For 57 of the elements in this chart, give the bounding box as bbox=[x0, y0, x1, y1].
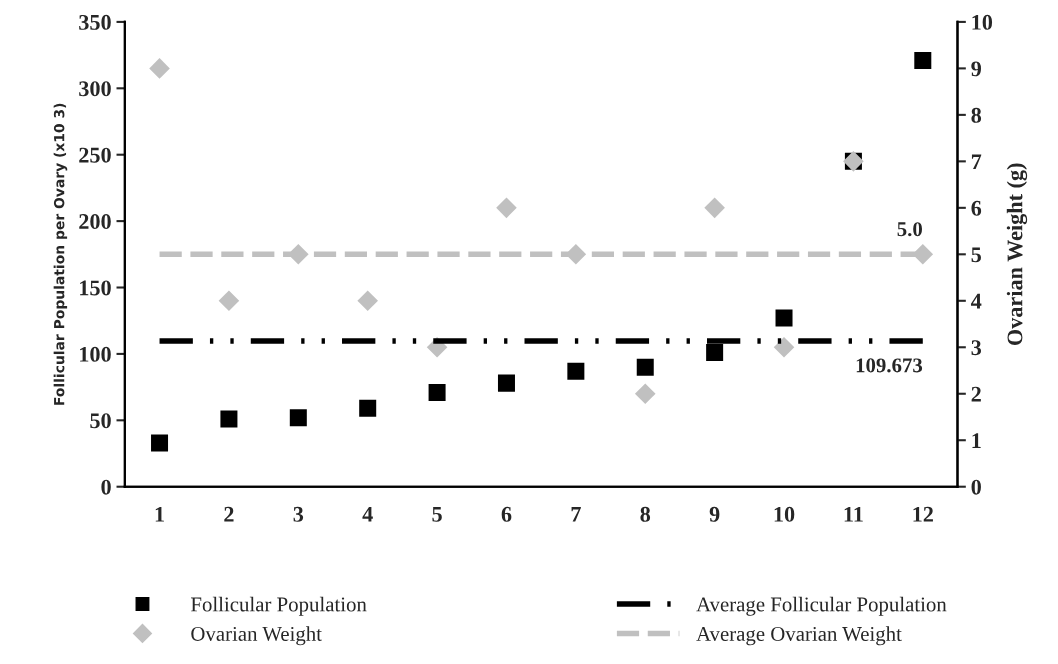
y2-tick-label: 9 bbox=[971, 61, 981, 77]
point bbox=[218, 290, 240, 312]
x-tick-label: 3 bbox=[293, 506, 304, 522]
legend-label: Average Follicular Population bbox=[696, 596, 947, 616]
point bbox=[496, 197, 517, 219]
y2-tick-label: 5 bbox=[971, 247, 981, 263]
x-tick-label: 5 bbox=[432, 507, 442, 522]
y-tick-label: 50 bbox=[90, 413, 111, 429]
y2-tick-label: 8 bbox=[971, 107, 982, 123]
point bbox=[704, 197, 725, 219]
y-tick-label: 300 bbox=[79, 81, 111, 97]
y-tick-label: 350 bbox=[79, 14, 111, 30]
x-tick-label: 4 bbox=[362, 506, 373, 522]
point bbox=[636, 358, 654, 376]
y-tick-label: 100 bbox=[80, 346, 111, 362]
point bbox=[149, 58, 170, 79]
point bbox=[706, 344, 724, 362]
x-tick-label: 2 bbox=[224, 506, 234, 522]
point bbox=[359, 399, 377, 417]
x-tick-label: 6 bbox=[501, 506, 512, 522]
legend-label: Follicular Population bbox=[190, 596, 367, 616]
point bbox=[497, 374, 515, 392]
point bbox=[220, 410, 238, 428]
legend-label: Average Ovarian Weight bbox=[696, 626, 902, 646]
x-tick-label: 9 bbox=[709, 506, 720, 522]
y-tick-label: 0 bbox=[101, 479, 111, 495]
y2-tick-label: 6 bbox=[971, 200, 982, 216]
point bbox=[289, 409, 307, 427]
y2-tick-label: 7 bbox=[971, 154, 982, 170]
data-label: 109.673 bbox=[856, 358, 923, 373]
y-tick-label: 200 bbox=[79, 214, 111, 230]
y2-tick-label: 3 bbox=[971, 340, 982, 356]
point bbox=[634, 383, 656, 405]
point bbox=[151, 434, 169, 452]
x-tick-label: 11 bbox=[844, 506, 863, 522]
legend-label: Ovarian Weight bbox=[191, 626, 322, 646]
point bbox=[775, 309, 793, 327]
y-tick-label: 150 bbox=[80, 280, 111, 296]
y-tick-label: 250 bbox=[79, 147, 111, 163]
point bbox=[357, 290, 378, 312]
x-tick-label: 7 bbox=[571, 507, 581, 522]
point bbox=[567, 362, 585, 380]
y2-tick-label: 2 bbox=[971, 386, 981, 402]
point bbox=[428, 383, 446, 401]
y2-tick-label: 1 bbox=[972, 433, 981, 448]
y2-tick-label: 4 bbox=[970, 293, 982, 309]
data-label: 5.0 bbox=[897, 222, 922, 237]
x-tick-label: 12 bbox=[913, 506, 933, 522]
y2-axis-title: Ovarian Weight (g) bbox=[1006, 163, 1028, 345]
point bbox=[773, 336, 795, 358]
point bbox=[914, 51, 932, 69]
x-tick-label: 1 bbox=[155, 506, 164, 522]
x-tick-label: 8 bbox=[640, 506, 651, 522]
x-tick-label: 10 bbox=[774, 506, 795, 522]
y2-tick-label: 10 bbox=[972, 14, 993, 30]
y-axis-title: Follicular Population per Ovary (x10 3) bbox=[53, 103, 68, 405]
y2-tick-label: 0 bbox=[971, 479, 981, 495]
